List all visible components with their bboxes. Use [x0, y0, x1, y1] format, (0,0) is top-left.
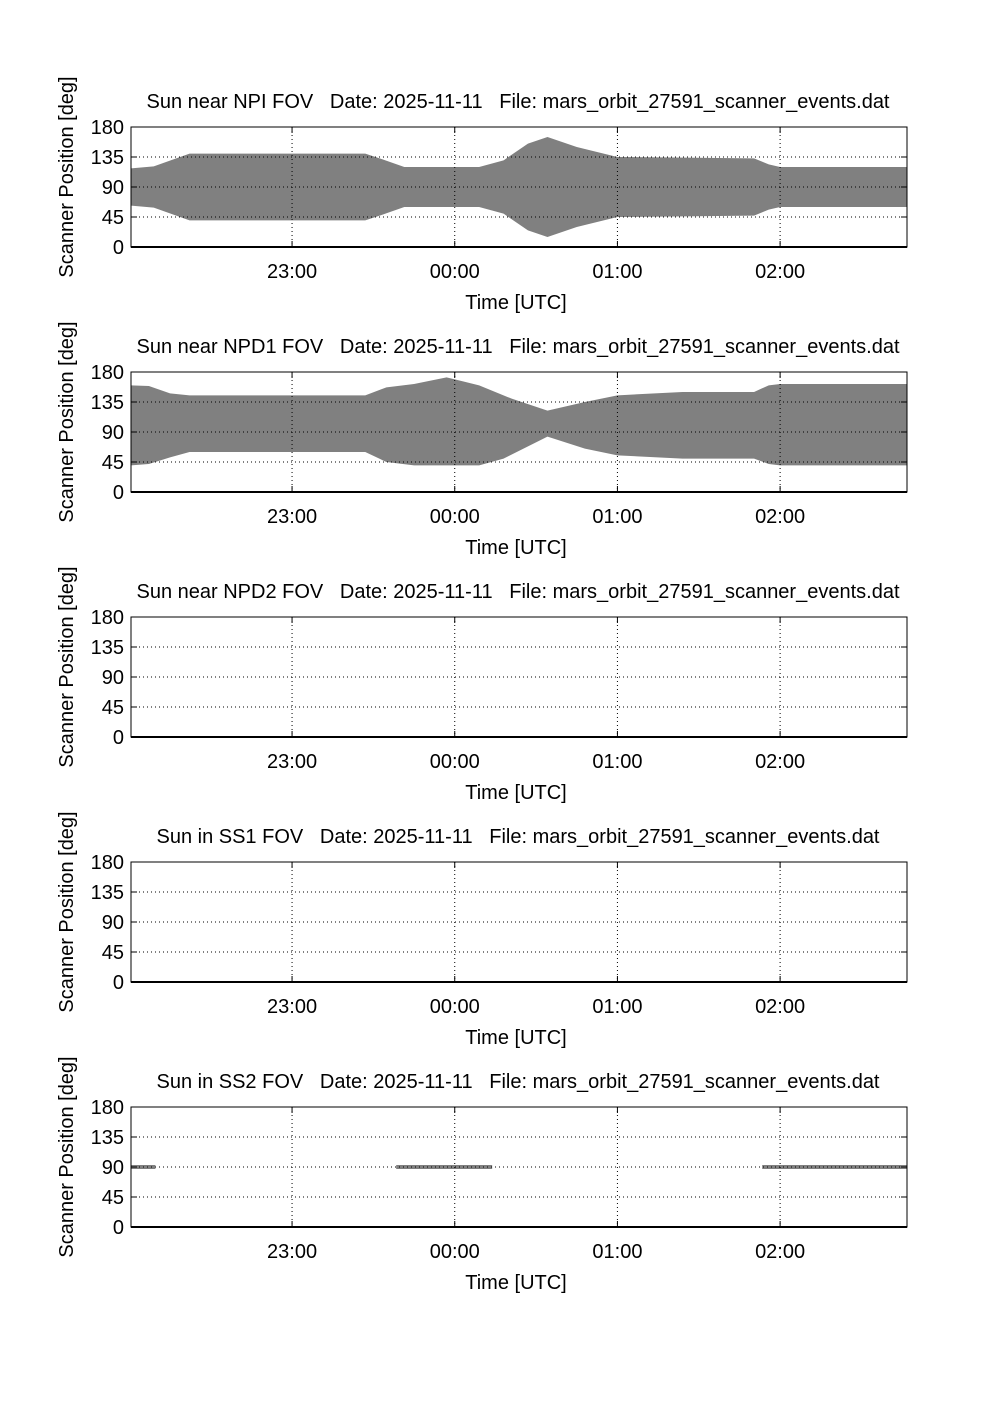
y-tick-label: 135 — [91, 882, 124, 904]
x-tick-label: 01:00 — [592, 261, 642, 283]
x-axis-label: Time [UTC] — [465, 537, 566, 559]
y-tick-label: 45 — [102, 1187, 124, 1209]
scanner-band — [131, 377, 907, 466]
x-tick-label: 01:00 — [592, 1241, 642, 1263]
y-tick-label: 90 — [102, 667, 124, 689]
y-tick-label: 180 — [91, 362, 124, 384]
panel-5: 0 45 90 135 180 23:00 00:00 01:00 02:00 Sun in SS… — [56, 1056, 908, 1294]
x-tick-label: 02:00 — [755, 506, 805, 528]
x-tick-label: 00:00 — [430, 506, 480, 528]
x-axis-label: Time [UTC] — [465, 1272, 566, 1294]
x-tick-label: 00:00 — [430, 996, 480, 1018]
y-axis-label: Scanner Position [deg] — [56, 321, 78, 522]
y-tick-label: 45 — [102, 207, 124, 229]
x-tick-label: 01:00 — [592, 996, 642, 1018]
y-tick-label: 45 — [102, 942, 124, 964]
chart-title: Sun in SS1 FOV Date: 2025-11-11 File: ma… — [156, 826, 879, 848]
y-tick-label: 135 — [91, 637, 124, 659]
y-tick-label: 90 — [102, 177, 124, 199]
chart-title: Sun near NPI FOV Date: 2025-11-11 File: … — [146, 91, 889, 113]
x-tick-label: 23:00 — [267, 506, 317, 528]
y-axis-label: Scanner Position [deg] — [56, 811, 78, 1012]
y-tick-label: 90 — [102, 912, 124, 934]
y-tick-label: 180 — [91, 607, 124, 629]
x-axis-label: Time [UTC] — [465, 782, 566, 804]
x-tick-label: 23:00 — [267, 751, 317, 773]
y-tick-label: 135 — [91, 147, 124, 169]
chart-title: Sun near NPD1 FOV Date: 2025-11-11 File:… — [136, 336, 899, 358]
y-tick-label: 0 — [113, 727, 124, 749]
y-tick-label: 0 — [113, 237, 124, 259]
chart-title: Sun in SS2 FOV Date: 2025-11-11 File: ma… — [156, 1071, 879, 1093]
y-tick-label: 90 — [102, 422, 124, 444]
x-tick-label: 02:00 — [755, 261, 805, 283]
x-tick-label: 00:00 — [430, 751, 480, 773]
y-tick-label: 135 — [91, 392, 124, 414]
panel-2: 0 45 90 135 180 23:00 00:00 01:00 02:00 Sun near … — [56, 321, 908, 559]
y-tick-label: 0 — [113, 482, 124, 504]
x-tick-label: 02:00 — [755, 996, 805, 1018]
chart-title: Sun near NPD2 FOV Date: 2025-11-11 File:… — [136, 581, 899, 603]
y-tick-label: 90 — [102, 1157, 124, 1179]
y-tick-label: 180 — [91, 1097, 124, 1119]
y-axis-label: Scanner Position [deg] — [56, 1056, 78, 1257]
y-axis-label: Scanner Position [deg] — [56, 566, 78, 767]
x-tick-label: 23:00 — [267, 1241, 317, 1263]
x-tick-label: 23:00 — [267, 996, 317, 1018]
x-tick-label: 00:00 — [430, 261, 480, 283]
y-tick-label: 45 — [102, 452, 124, 474]
x-tick-label: 02:00 — [755, 751, 805, 773]
panel-3: 0 45 90 135 180 23:00 00:00 01:00 02:00 Sun near … — [56, 566, 908, 804]
x-tick-label: 00:00 — [430, 1241, 480, 1263]
x-axis-label: Time [UTC] — [465, 1027, 566, 1049]
x-tick-label: 02:00 — [755, 1241, 805, 1263]
x-axis-label: Time [UTC] — [465, 292, 566, 314]
x-tick-label: 01:00 — [592, 751, 642, 773]
panel-4: 0 45 90 135 180 23:00 00:00 01:00 02:00 Sun in SS… — [56, 811, 908, 1049]
y-axis-label: Scanner Position [deg] — [56, 76, 78, 277]
y-tick-label: 0 — [113, 972, 124, 994]
x-tick-label: 23:00 — [267, 261, 317, 283]
panel-1: 0 45 90 135 180 23:00 00:00 01:00 02:00 Sun near … — [56, 76, 908, 314]
y-tick-label: 45 — [102, 697, 124, 719]
y-tick-label: 135 — [91, 1127, 124, 1149]
y-tick-label: 0 — [113, 1217, 124, 1239]
y-tick-label: 180 — [91, 117, 124, 139]
x-tick-label: 01:00 — [592, 506, 642, 528]
y-tick-label: 180 — [91, 852, 124, 874]
